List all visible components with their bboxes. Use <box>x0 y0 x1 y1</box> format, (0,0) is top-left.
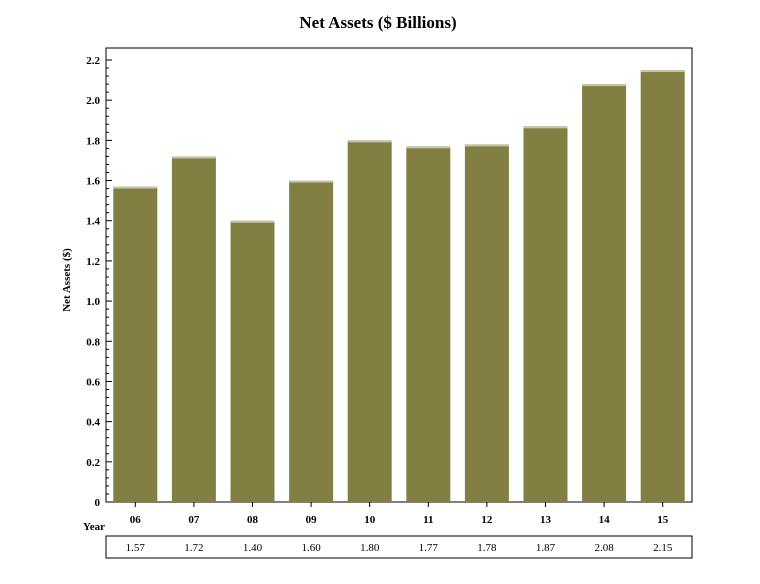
bar <box>523 126 568 503</box>
y-tick-label: 1.0 <box>86 296 100 308</box>
table-value: 1.40 <box>243 542 263 554</box>
x-tick-label: 15 <box>657 514 669 526</box>
x-tick-label: 10 <box>364 514 376 526</box>
table-value: 1.77 <box>419 542 439 554</box>
y-tick-label: 1.2 <box>86 256 100 268</box>
y-tick-label: 0 <box>95 497 101 509</box>
bar <box>289 180 334 502</box>
bar <box>230 220 275 502</box>
y-tick-label: 0.4 <box>86 417 100 429</box>
y-tick-label: 1.6 <box>86 176 100 188</box>
bar <box>464 144 509 502</box>
bar-highlight <box>289 180 334 183</box>
bar-highlight <box>230 220 275 223</box>
bar-highlight <box>464 144 509 147</box>
bar <box>347 140 392 502</box>
table-value: 2.08 <box>594 542 614 554</box>
bar-body <box>523 126 568 503</box>
bar-body <box>406 146 451 502</box>
table-value: 1.87 <box>536 542 556 554</box>
bar-body <box>113 186 158 502</box>
y-tick-label: 0.2 <box>86 457 100 469</box>
table-value: 1.78 <box>477 542 497 554</box>
y-tick-label: 0.8 <box>86 336 100 348</box>
bar-highlight <box>582 84 627 87</box>
x-axis: 06 07 08 09 10 11 12 13 14 15 <box>130 502 669 526</box>
bar <box>171 156 216 502</box>
bars <box>113 70 685 503</box>
bar <box>582 84 627 502</box>
bar-body <box>347 140 392 502</box>
data-table-values: 1.57 1.72 1.40 1.60 1.80 1.77 1.78 1.87 2.08 2.15 <box>126 542 673 554</box>
x-axis-label: Year <box>83 521 105 533</box>
x-tick-label: 08 <box>247 514 259 526</box>
x-tick-label: 07 <box>188 514 200 526</box>
x-tick-label: 09 <box>306 514 318 526</box>
y-tick-label: 2.2 <box>86 55 100 67</box>
bar <box>640 70 685 502</box>
table-value: 2.15 <box>653 542 673 554</box>
bar-highlight <box>406 146 451 149</box>
x-tick-label: 12 <box>481 514 493 526</box>
data-table <box>105 535 693 559</box>
y-axis: 0 0.2 0.4 0.6 0.8 1.0 1.2 1.4 1.6 1.8 2.0 2.2 <box>86 55 112 509</box>
bar <box>406 146 451 502</box>
y-tick-label: 1.8 <box>86 135 100 147</box>
table-value: 1.80 <box>360 542 380 554</box>
bar-highlight <box>171 156 216 159</box>
bar-highlight <box>113 186 158 189</box>
x-tick-label: 13 <box>540 514 552 526</box>
x-tick-label: 06 <box>130 514 142 526</box>
bar-highlight <box>640 70 685 73</box>
bar-body <box>289 180 334 502</box>
chart-title: Net Assets ($ Billions) <box>299 13 456 32</box>
y-tick-label: 1.4 <box>86 216 100 228</box>
bar-body <box>171 156 216 502</box>
y-tick-label: 0.6 <box>86 376 100 388</box>
y-axis-label: Net Assets ($) <box>61 248 73 312</box>
bar-body <box>640 70 685 502</box>
table-value: 1.57 <box>126 542 146 554</box>
x-tick-label: 11 <box>423 514 433 526</box>
bar-body <box>464 144 509 502</box>
bar-body <box>582 84 627 502</box>
table-value: 1.60 <box>301 542 321 554</box>
plot-area <box>105 47 693 503</box>
x-tick-label: 14 <box>599 514 611 526</box>
bar-highlight <box>347 140 392 143</box>
bar-highlight <box>523 126 568 129</box>
y-tick-label: 2.0 <box>86 95 100 107</box>
bar <box>113 186 158 502</box>
table-value: 1.72 <box>184 542 203 554</box>
bar-body <box>230 220 275 502</box>
